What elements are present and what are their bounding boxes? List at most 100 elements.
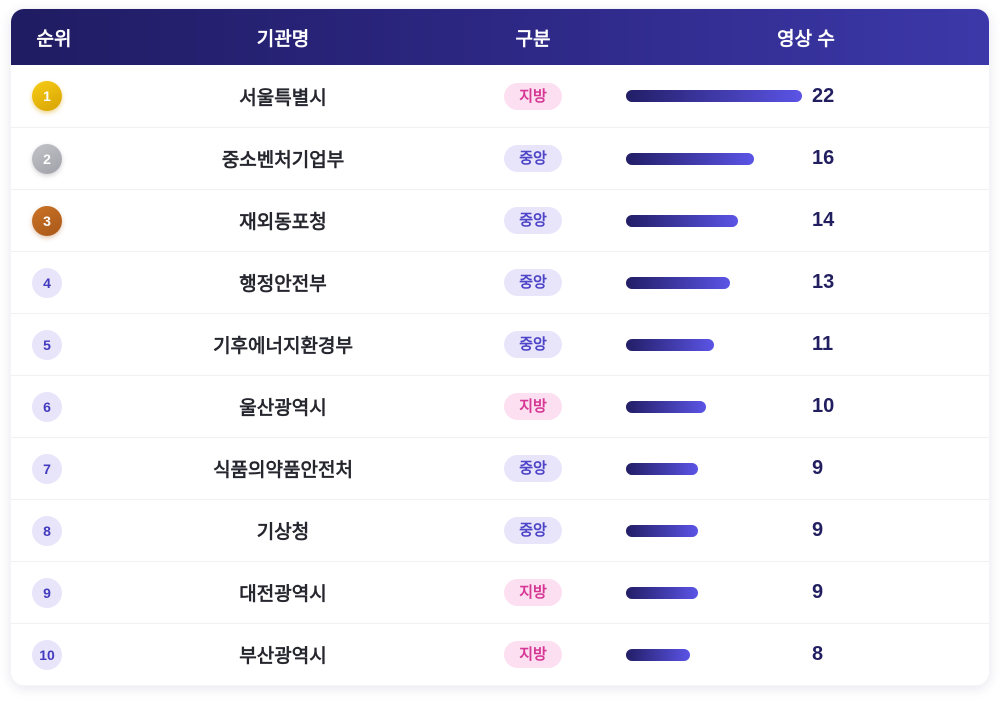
rank-cell: 8 [11,515,83,546]
count-bar [626,338,714,351]
rank-badge: 2 [32,143,62,174]
count-cell: 8 [583,643,989,666]
count-value: 14 [812,209,835,231]
category-cell: 중앙 [483,145,583,172]
rank-cell: 7 [11,453,83,484]
count-cell: 9 [583,519,989,542]
institution-name: 부산광역시 [239,646,327,667]
count-cell: 11 [583,333,989,356]
count-bar-track [626,152,802,165]
count-cell: 9 [583,457,989,480]
rank-badge: 4 [32,267,62,298]
count-cell: 14 [583,209,989,232]
category-cell: 중앙 [483,269,583,296]
column-header-count: 영상 수 [777,28,835,50]
count-bar-track [626,462,802,475]
count-bar [626,90,802,102]
category-cell: 중앙 [483,517,583,544]
table-body: 1 서울특별시 지방 22 2 중소벤처기업부 중앙 16 3 [11,65,989,685]
count-bar-track [626,276,802,289]
category-badge: 지방 [504,641,562,668]
rank-cell: 9 [11,577,83,608]
count-value: 13 [812,271,835,293]
count-bar-track [626,214,802,227]
rank-badge: 5 [32,329,62,360]
category-badge: 지방 [504,579,562,606]
rank-cell: 3 [11,205,83,236]
column-header-category: 구분 [515,28,551,50]
count-bar-track [626,338,802,351]
table-row: 9 대전광역시 지방 9 [11,561,989,623]
count-bar-track [626,400,802,413]
column-header-rank: 순위 [36,28,72,50]
table-row: 3 재외동포청 중앙 14 [11,189,989,251]
table-row: 5 기후에너지환경부 중앙 11 [11,313,989,375]
institution-name: 울산광역시 [239,398,327,419]
rank-cell: 6 [11,391,83,422]
count-value: 9 [812,581,824,603]
category-badge: 중앙 [504,145,562,172]
rank-badge: 3 [32,205,62,236]
institution-name: 기후에너지환경부 [213,336,353,357]
category-badge: 중앙 [504,269,562,296]
count-value: 22 [812,84,835,107]
column-header-name: 기관명 [256,28,310,50]
institution-name: 대전광역시 [239,584,327,605]
table-header-row: 순위 기관명 구분 영상 수 [11,9,989,65]
count-bar [626,462,698,475]
count-bar-track [626,586,802,599]
category-cell: 중앙 [483,207,583,234]
count-cell: 13 [583,271,989,294]
category-badge: 중앙 [504,517,562,544]
rank-cell: 4 [11,267,83,298]
category-cell: 지방 [483,82,583,110]
count-cell: 9 [583,581,989,604]
count-bar [626,586,698,599]
count-value: 16 [812,147,835,169]
category-cell: 중앙 [483,455,583,482]
count-value: 9 [812,519,824,541]
table-row: 6 울산광역시 지방 10 [11,375,989,437]
rank-cell: 1 [11,81,83,111]
count-value: 11 [812,333,834,355]
rank-badge: 1 [32,81,62,111]
category-badge: 중앙 [504,455,562,482]
institution-name: 기상청 [256,522,310,543]
category-badge: 중앙 [504,331,562,358]
table-row: 2 중소벤처기업부 중앙 16 [11,127,989,189]
ranking-table-card: 순위 기관명 구분 영상 수 1 서울특별시 지방 22 2 중소벤처기업부 중… [10,8,990,686]
table-row: 7 식품의약품안전처 중앙 9 [11,437,989,499]
count-bar [626,276,730,289]
count-bar [626,524,698,537]
rank-cell: 5 [11,329,83,360]
institution-name: 식품의약품안전처 [213,460,353,481]
category-badge: 중앙 [504,207,562,234]
rank-badge: 8 [32,515,62,546]
count-value: 10 [812,395,835,417]
rank-cell: 10 [11,639,83,670]
institution-name: 재외동포청 [239,212,327,233]
rank-badge: 10 [32,639,62,670]
rank-badge: 9 [32,577,62,608]
count-bar-track [626,648,802,661]
institution-name: 행정안전부 [239,274,327,295]
category-cell: 중앙 [483,331,583,358]
count-bar-track [626,524,802,537]
institution-name: 서울특별시 [239,87,327,109]
table-row: 10 부산광역시 지방 8 [11,623,989,685]
category-cell: 지방 [483,641,583,668]
rank-badge: 7 [32,453,62,484]
count-value: 8 [812,643,824,665]
category-cell: 지방 [483,393,583,420]
table-row: 8 기상청 중앙 9 [11,499,989,561]
institution-name: 중소벤처기업부 [221,150,345,171]
count-bar [626,400,706,413]
category-badge: 지방 [504,82,562,110]
rank-badge: 6 [32,391,62,422]
count-bar [626,152,754,165]
count-cell: 22 [583,85,989,108]
count-value: 9 [812,457,824,479]
count-cell: 10 [583,395,989,418]
count-bar [626,648,690,661]
category-cell: 지방 [483,579,583,606]
